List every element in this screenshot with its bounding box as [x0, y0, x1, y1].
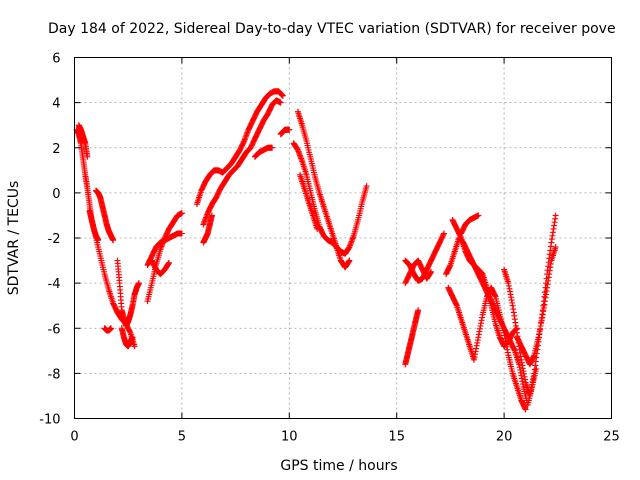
y-tick-label: -6 [48, 322, 61, 337]
grid-layer [74, 57, 612, 419]
data-point [286, 126, 293, 133]
data-point [178, 230, 185, 237]
data-point [95, 237, 102, 244]
x-tick-label: 5 [178, 430, 186, 445]
x-axis-label: GPS time / hours [280, 458, 397, 474]
data-point [178, 210, 185, 217]
data-point [415, 307, 422, 314]
ticks-layer: 0 5 10 15 20 25 -10 -8 -6 -4 -2 0 2 4 6 [39, 52, 620, 445]
y-tick-label: -2 [48, 232, 61, 247]
y-tick-label: -8 [48, 367, 61, 382]
data-point [552, 212, 559, 219]
data-point [428, 268, 435, 275]
data-point [108, 325, 115, 332]
data-point [314, 225, 321, 232]
data-point [135, 280, 142, 287]
data-point [269, 144, 276, 151]
data-point [346, 257, 353, 264]
x-tick-label: 0 [70, 430, 78, 445]
data-points-layer [73, 88, 559, 413]
y-tick-label: -4 [48, 277, 61, 292]
data-point [131, 343, 138, 350]
x-tick-label: 25 [603, 430, 620, 445]
data-point [279, 92, 286, 99]
chart-title: Day 184 of 2022, Sidereal Day-to-day VTE… [48, 21, 616, 37]
x-tick-label: 10 [281, 430, 298, 445]
data-point [440, 230, 447, 237]
data-point [475, 212, 482, 219]
data-point [84, 153, 91, 160]
data-point [110, 237, 117, 244]
y-tick-label: 6 [52, 52, 60, 67]
data-point [552, 244, 559, 251]
data-point [208, 212, 215, 219]
y-tick-label: 4 [52, 97, 60, 112]
data-point [166, 259, 173, 266]
y-tick-label: -10 [39, 413, 60, 428]
data-point [129, 334, 136, 341]
y-tick-label: 2 [52, 142, 60, 157]
y-axis-label: SDTVAR / TECUs [6, 181, 22, 296]
data-point [277, 99, 284, 106]
data-point [522, 406, 529, 413]
x-tick-label: 15 [388, 430, 405, 445]
x-tick-label: 20 [496, 430, 513, 445]
y-tick-label: 0 [52, 187, 60, 202]
data-point [363, 183, 370, 190]
